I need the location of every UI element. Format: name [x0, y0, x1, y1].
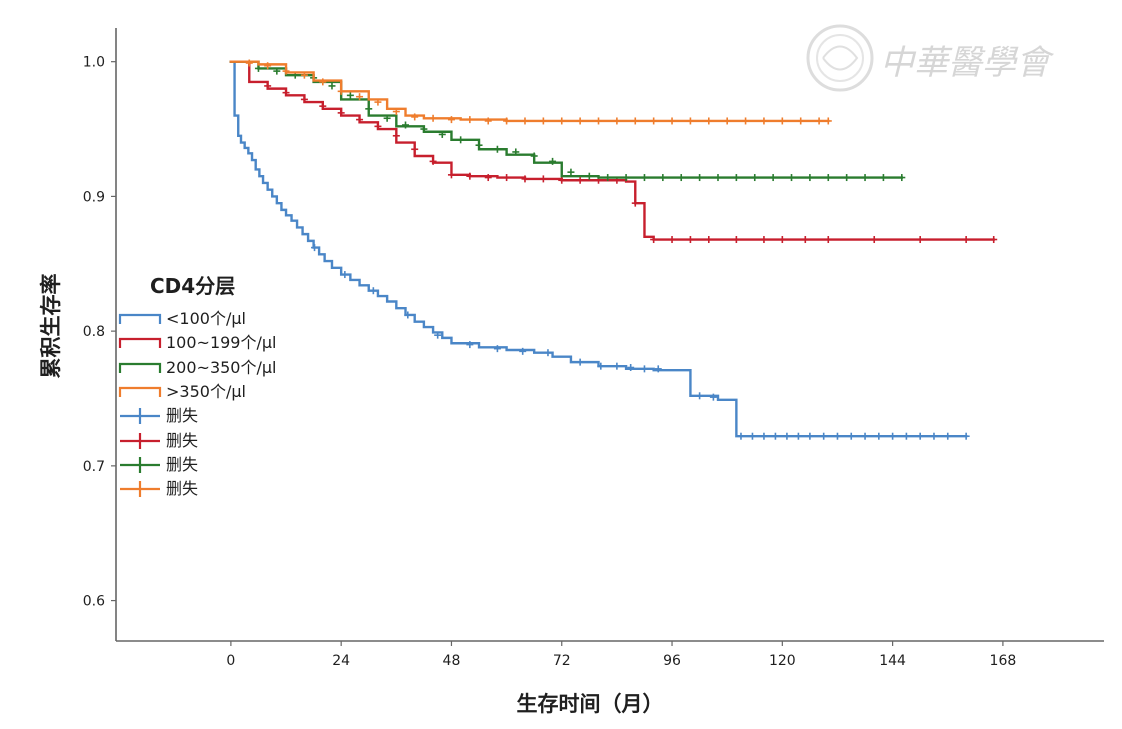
legend-censor-label-2: 删失: [166, 455, 198, 474]
y-tick-label: 0.6: [83, 594, 105, 610]
legend-layer: CD4分层 <100个/μl 100~199个/μl 200~350个/μl >350个…: [118, 274, 277, 498]
y-tick-label: 0.9: [83, 189, 105, 205]
x-tick-label: 144: [879, 653, 906, 669]
legend-censor-item-2: 删失: [120, 455, 198, 474]
legend-title: CD4分层: [150, 274, 235, 298]
watermark: 中華醫學會: [806, 24, 1055, 92]
legend-censor-item-0: 删失: [120, 406, 198, 425]
legend-line-swatch-1: [118, 337, 162, 348]
legend-line-label-2: 200~350个/μl: [166, 358, 277, 377]
legend-line-label-1: 100~199个/μl: [166, 333, 277, 352]
legend-line-item-1: 100~199个/μl: [118, 333, 277, 352]
legend-censor-item-1: 删失: [120, 431, 198, 450]
legend-line-swatch-3: [118, 386, 162, 397]
x-tick-label: 48: [443, 653, 461, 669]
legend-censor-label-1: 删失: [166, 431, 198, 450]
y-axis-title: 累积生存率: [39, 274, 63, 379]
x-tick-label: 72: [553, 653, 571, 669]
y-tick-label: 0.8: [83, 324, 105, 340]
watermark-text: 中華醫學會: [880, 43, 1055, 83]
axes-layer: 0 24 48 72 96 120 144 168 0.6 0.7 0.8 0.9 1.0: [83, 28, 1104, 669]
x-tick-label: 168: [990, 653, 1017, 669]
legend-line-item-2: 200~350个/μl: [118, 358, 277, 377]
legend-line-swatch-2: [118, 362, 162, 373]
y-tick-label: 0.7: [83, 459, 105, 475]
legend-line-label-3: >350个/μl: [166, 382, 246, 401]
y-tick-label: 1.0: [83, 55, 105, 71]
plot-layer: [229, 59, 998, 440]
series-line-0: [229, 60, 968, 438]
legend-line-item-3: >350个/μl: [118, 382, 246, 401]
legend-line-label-0: <100个/μl: [166, 309, 246, 328]
legend-censor-label-0: 删失: [166, 406, 198, 425]
series-group-3: [229, 59, 832, 125]
legend-line-swatch-0: [118, 313, 162, 324]
legend-censor-item-3: 删失: [120, 479, 198, 498]
legend-censor-label-3: 删失: [166, 479, 198, 498]
legend-line-item-0: <100个/μl: [118, 309, 246, 328]
watermark-seal-icon: [806, 24, 874, 92]
series-group-0: [229, 60, 970, 440]
series-line-3: [229, 60, 830, 123]
x-axis-title: 生存时间（月）: [517, 692, 664, 716]
series-group-1: [229, 60, 998, 244]
x-tick-label: 120: [769, 653, 796, 669]
x-tick-label: 96: [663, 653, 681, 669]
x-tick-label: 0: [226, 653, 235, 669]
x-tick-label: 24: [332, 653, 350, 669]
series-line-1: [229, 60, 995, 241]
